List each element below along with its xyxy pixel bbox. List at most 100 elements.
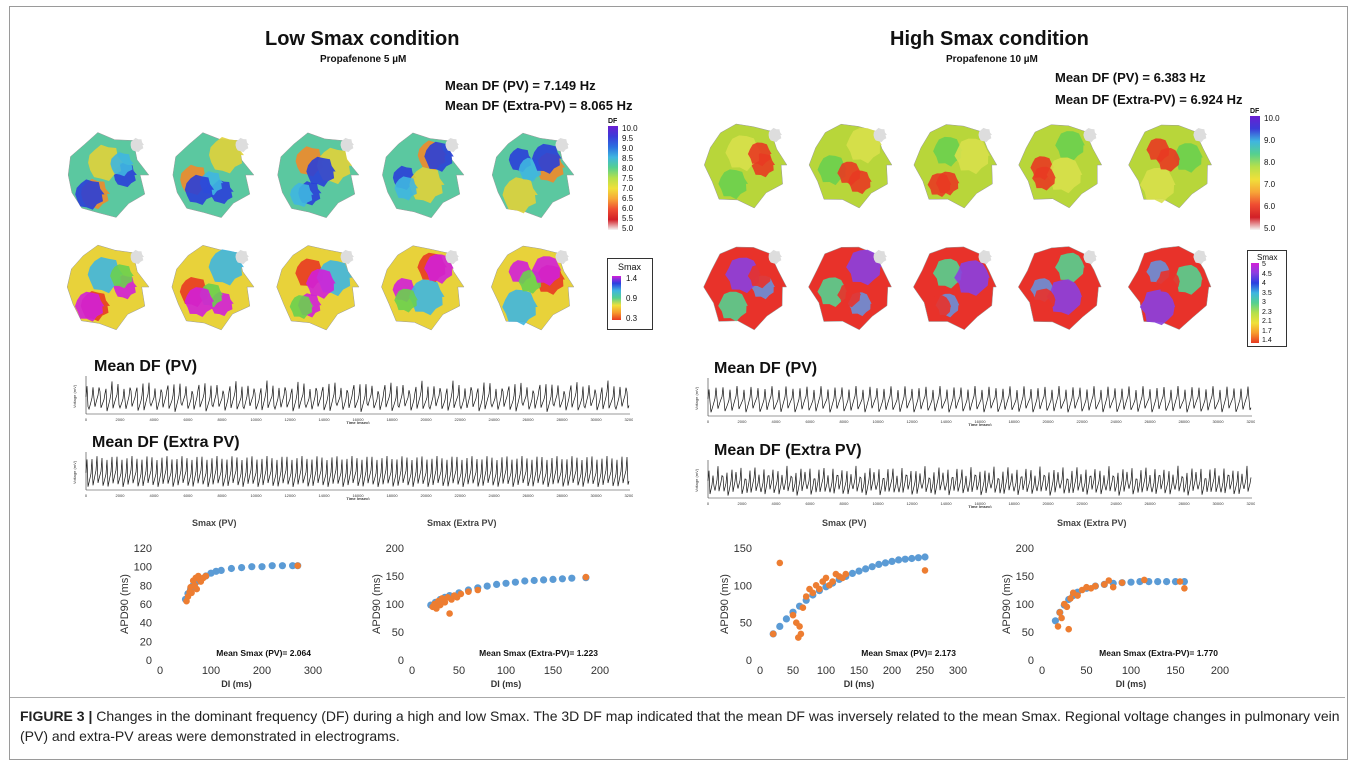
x-tick-label: 0 [1039,665,1045,677]
scatter-point [289,562,297,570]
egm-tick-label: 6000 [184,493,194,498]
scatter-point [582,573,590,581]
colorbar-tick-label: 1.7 [1262,327,1272,335]
scatter-point [558,575,566,583]
scatter-point [446,610,453,617]
smax-map-row-low [66,244,575,331]
scatter-point [789,611,797,619]
egm-tick-label: 18000 [1008,501,1020,506]
x-tick-label: 100 [817,665,835,677]
scatter-point [188,589,195,597]
scatter-point [1101,581,1108,588]
colorbar-tick-label: 2.3 [1262,308,1272,316]
x-tick-label: 300 [304,665,322,677]
egm-tick-label: 8000 [218,417,228,422]
smax-colorbar-title: Smax [618,262,642,272]
scatter-point [769,630,777,638]
x-tick-label: 200 [883,665,901,677]
panel-title-low: Low Smax condition [265,28,460,50]
egm-tick-label: 24000 [488,417,500,422]
scatter-point [465,588,472,595]
scatter-point [796,623,803,630]
scatter-title-extra-high: Smax (Extra PV) [1057,518,1127,528]
scatter-point [1118,579,1126,586]
scatter-point [238,564,246,572]
y-tick-label: 40 [140,618,152,630]
colorbar-tick-label: 1.4 [1262,337,1272,344]
egm-tick-label: 16000 [352,417,364,422]
scatter-point [1163,578,1171,586]
x-tick-label: 150 [1166,665,1184,677]
colorbar-tick-label: 8.0 [1264,158,1276,167]
heart-map [913,124,998,209]
df-map-row-high [704,123,1213,209]
scatter-point [776,622,784,630]
x-tick-label: 200 [591,665,609,677]
egm-tick-label: 30000 [590,493,602,498]
heart-map [1018,246,1102,330]
scatter-point [457,590,465,598]
panel-subtitle-high: Propafenone 10 µM [946,54,1038,65]
egm-trace [85,455,630,487]
mean-smax-annotation: Mean Smax (PV)= 2.064 [216,648,311,658]
egm-tick-label: 14000 [940,419,952,424]
df-colorbar-low: DF 10.0 9.5 9.0 8.5 8.0 7.5 7.0 6.5 6.0 5.5 5.0 [608,118,648,233]
x-axis-label: DI (ms) [844,679,875,689]
mean-df-pv-high: Mean DF (PV) = 6.383 Hz [1055,70,1206,85]
egm-tick-label: 26000 [1144,419,1156,424]
egm-tick-label: 28000 [556,493,568,498]
egm-tick-label: 28000 [1178,419,1190,424]
egm-tick-label: 24000 [1110,419,1122,424]
panel-title-high: High Smax condition [890,28,1089,50]
egm-tick-label: 14000 [318,417,330,422]
heart-map [172,132,255,218]
scatter-point [829,578,836,585]
egm-xlabel: Time (msec) [968,504,992,508]
egm-tick-label: 12000 [906,501,918,506]
y-tick-label: 200 [1016,543,1034,555]
y-axis-label: APD90 (ms) [1001,574,1013,634]
scatter-point [193,585,200,593]
heart-map [277,132,360,218]
egm-tick-label: 12000 [906,419,918,424]
mean-df-extra-high: Mean DF (Extra-PV) = 6.924 Hz [1055,92,1243,107]
egm-tick-label: 0 [707,419,710,424]
scatter-point [868,563,876,571]
y-axis-label: APD90 (ms) [371,574,383,634]
egm-tick-label: 4000 [150,493,160,498]
colorbar-tick-label: 5.0 [622,224,634,233]
x-tick-label: 100 [202,665,220,677]
egm-tick-label: 22000 [454,417,466,422]
scatter-point [1141,576,1148,584]
egm-tick-label: 0 [85,417,88,422]
y-tick-label: 200 [386,543,404,555]
x-axis-label: DI (ms) [221,679,252,689]
smax-colorbar-title: Smax [1257,253,1278,262]
colorbar-tick-label: 9.0 [1264,136,1276,145]
egm-tick-label: 4000 [772,419,782,424]
egm-tick-label: 32000 [1246,419,1255,424]
scatter-point [493,580,501,588]
colorbar-tick-label: 8.5 [622,154,634,163]
egm-ylabel: Voltage (mV) [694,386,699,410]
smax-colorbar-low: Smax 1.4 0.9 0.3 [607,258,653,330]
caption-divider [10,697,1345,698]
scatter-point [914,554,922,562]
scatter-point [1105,577,1113,584]
egm-pv-title-low: Mean DF (PV) [94,358,198,375]
y-tick-label: 0 [746,655,752,667]
colorbar-tick-label: 4 [1262,280,1266,287]
scatter-point [888,557,896,565]
x-tick-label: 250 [916,665,934,677]
x-tick-label: 50 [453,665,465,677]
scatter-point [248,563,256,571]
scatter-point [511,578,519,586]
egm-tick-label: 10000 [250,417,262,422]
egm-tick-label: 2000 [738,501,748,506]
scatter-point [1067,595,1074,602]
scatter-point [799,604,807,611]
scatter-point [782,615,790,623]
scatter-title-extra-low: Smax (Extra PV) [427,518,497,528]
x-tick-label: 150 [544,665,562,677]
egm-tick-label: 4000 [772,501,782,506]
